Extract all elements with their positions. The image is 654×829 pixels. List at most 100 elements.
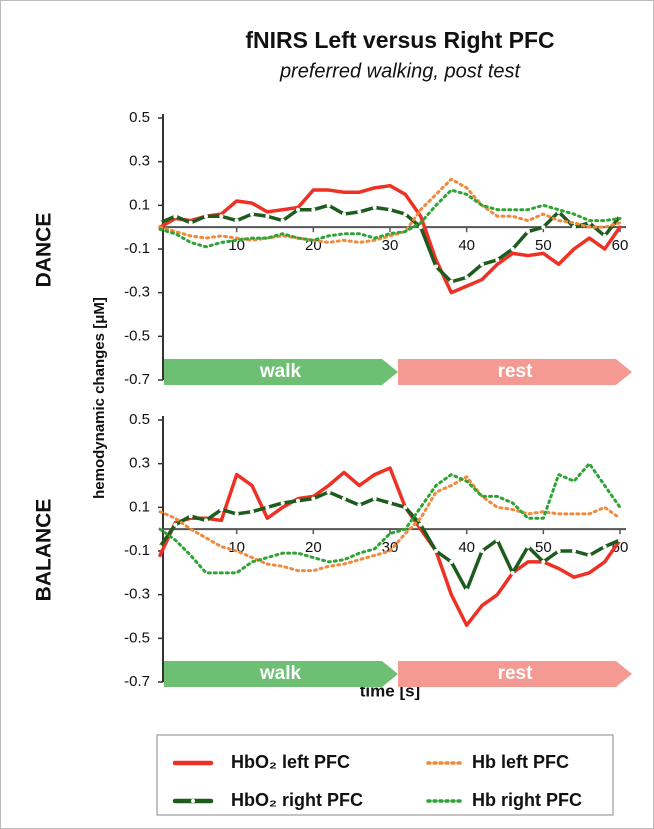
legend-label: HbO₂ right PFC [231,790,363,810]
series-marker [219,507,224,512]
phase-label: rest [498,361,534,382]
phase-arrow [398,359,632,385]
series-marker [219,214,224,219]
series-marker [526,229,530,234]
y-tick-label: -0.5 [124,327,150,344]
series-marker [311,207,316,212]
series-marker [326,490,331,495]
series-marker [357,209,362,214]
y-tick-label: -0.3 [124,284,150,301]
phase-label: walk [259,361,302,382]
series-line [158,475,622,573]
series-marker [296,498,300,503]
chart-title: fNIRS Left versus Right PFC [245,27,554,53]
series-marker [204,518,208,523]
series-marker [204,214,208,219]
series-marker [618,538,622,543]
legend-label: Hb left PFC [472,752,569,772]
y-tick-label: 0.3 [129,455,150,472]
series-marker [326,203,331,208]
x-tick-label: 30 [382,237,399,254]
phase-label: rest [498,663,534,684]
series-marker [158,544,162,549]
x-tick-label: 50 [535,539,552,556]
series-marker [572,225,576,230]
series-marker [449,559,454,564]
series-marker [449,279,454,284]
y-tick-label: 0.3 [129,153,150,170]
series-line [158,188,622,249]
series-marker [250,509,254,514]
y-tick-label: -0.1 [124,542,150,559]
x-tick-label: 20 [305,539,322,556]
series-marker [188,514,193,519]
series-marker [418,225,423,230]
series-marker [388,500,392,505]
series-marker [602,233,607,238]
series-marker [526,544,530,549]
series-marker [541,559,546,564]
series-marker [234,218,239,223]
series-marker [234,511,239,516]
series-marker [311,496,316,501]
y-tick-label: -0.1 [124,240,150,257]
series-marker [188,220,193,225]
series-marker [495,538,500,543]
series-line [158,177,622,244]
series-marker [342,212,346,217]
series-marker [372,205,377,210]
legend-label: HbO₂ left PFC [231,752,350,772]
x-tick-label: 40 [458,237,475,254]
series-marker [250,212,254,217]
y-tick-label: 0.1 [129,196,150,213]
series-marker [541,225,546,230]
series-marker [173,214,178,219]
series-marker [388,207,392,212]
series-marker [464,588,469,593]
series-marker [556,549,561,553]
series-marker [265,214,270,219]
legend-marker [191,799,195,803]
series-marker [342,496,346,501]
series-marker [510,247,515,251]
y-tick-label: -0.5 [124,629,150,646]
series-marker [418,522,423,527]
phase-arrow [398,661,632,687]
y-tick-label: -0.3 [124,586,150,603]
series-marker [403,505,408,510]
y-tick-label: -0.7 [124,673,150,690]
y-tick-label: 0.5 [129,109,150,126]
row-label: BALANCE [33,499,56,602]
series-marker [357,503,362,508]
phase-label: walk [259,663,302,684]
phase-arrow [164,661,398,687]
series-marker [265,505,270,510]
series-marker [587,553,592,558]
series-marker [158,220,162,225]
phase-arrow [164,359,398,385]
series-marker [434,549,438,553]
series-marker [480,262,484,267]
y-tick-label: -0.7 [124,371,150,388]
legend-box [156,734,614,816]
x-tick-label: 60 [612,237,629,254]
x-tick-label: 50 [535,237,552,254]
series-marker [173,522,178,527]
series-line [158,183,622,295]
series-line [158,462,622,575]
x-tick-label: 40 [458,539,475,556]
legend-label: Hb right PFC [472,790,582,810]
series-marker [480,549,484,553]
x-tick-label: 20 [305,237,322,254]
series-marker [403,212,408,217]
series-marker [464,275,469,280]
series-marker [296,207,300,212]
series-marker [510,570,515,575]
y-tick-label: 0.1 [129,498,150,515]
series-marker [572,549,576,553]
series-marker [434,264,438,269]
series-marker [372,496,377,501]
y-axis-label: hemodynamic changes [μM] [91,297,108,499]
